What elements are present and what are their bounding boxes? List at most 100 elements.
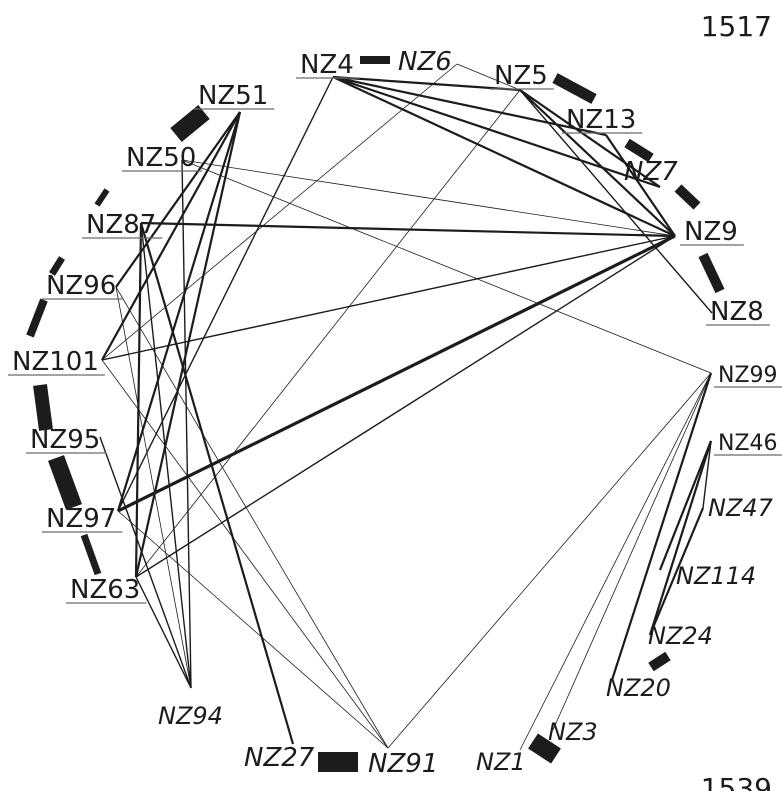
node-label: NZ5 bbox=[494, 61, 548, 91]
node-label: NZ63 bbox=[70, 575, 140, 605]
edge-nz46-nz114 bbox=[658, 440, 713, 571]
node-label: NZ94 bbox=[158, 702, 223, 730]
node-nz46: NZ46 bbox=[714, 431, 782, 456]
edge-nz101-nz95 bbox=[33, 384, 53, 431]
edge-nz87-nz94 bbox=[140, 222, 192, 689]
edge-nz9-nz63 bbox=[135, 235, 676, 578]
node-label: NZ51 bbox=[198, 81, 268, 111]
edge-nz51-nz63 bbox=[134, 111, 242, 578]
edge-nz4-nz97 bbox=[117, 76, 334, 512]
node-nz47: NZ47 bbox=[708, 494, 774, 522]
edge-nz99-nz20 bbox=[610, 372, 713, 681]
edge-nz99-nz3 bbox=[552, 372, 712, 731]
node-label: NZ95 bbox=[30, 425, 100, 455]
edge-nz63-nz94 bbox=[135, 576, 192, 689]
node-label: NZ1 bbox=[476, 748, 526, 776]
edge-nz46-nz24 bbox=[648, 440, 713, 636]
edge-nz97-nz63 bbox=[80, 533, 102, 576]
node-label: NZ96 bbox=[46, 271, 116, 301]
edge-layer bbox=[26, 56, 725, 772]
node-nz24: NZ24 bbox=[648, 622, 713, 650]
edge-nz5-nz7 bbox=[519, 89, 661, 188]
edge-nz87-nz27 bbox=[139, 222, 295, 745]
page-number-bottom: 1539 bbox=[701, 772, 772, 791]
node-label: NZ7 bbox=[624, 157, 678, 187]
edge-nz5-nz9 bbox=[519, 89, 676, 237]
edge-nz50-nz94 bbox=[181, 159, 192, 689]
node-label: NZ8 bbox=[710, 297, 764, 327]
node-label: NZ4 bbox=[300, 50, 354, 80]
edge-nz5-nz63 bbox=[135, 89, 521, 578]
node-nz99: NZ99 bbox=[714, 363, 782, 388]
edge-nz6-nz101 bbox=[101, 63, 458, 361]
node-nz95: NZ95 bbox=[26, 425, 107, 455]
edge-nz51-nz50 bbox=[170, 105, 210, 142]
node-nz97: NZ97 bbox=[42, 504, 123, 534]
node-label: NZ24 bbox=[648, 622, 713, 650]
edge-nz9-nz8 bbox=[698, 252, 725, 294]
edge-nz4-nz9 bbox=[332, 76, 676, 237]
edge-nz13-nz9 bbox=[605, 134, 676, 237]
node-label: NZ3 bbox=[548, 718, 598, 746]
node-nz96: NZ96 bbox=[42, 271, 123, 301]
edge-nz1-nz3 bbox=[528, 733, 561, 764]
node-nz1: NZ1 bbox=[476, 748, 526, 776]
node-nz94: NZ94 bbox=[158, 702, 223, 730]
node-nz63: NZ63 bbox=[66, 575, 147, 605]
node-nz91: NZ91 bbox=[368, 749, 438, 779]
node-nz4: NZ4 bbox=[296, 50, 360, 80]
node-label: NZ50 bbox=[126, 143, 196, 173]
edge-nz96-nz91 bbox=[115, 286, 389, 749]
edge-nz46-nz47 bbox=[702, 440, 712, 509]
node-label: NZ27 bbox=[244, 743, 315, 773]
edge-nz24-nz20 bbox=[648, 651, 671, 672]
edge-nz99-nz91 bbox=[387, 372, 712, 749]
node-label: NZ114 bbox=[676, 562, 756, 590]
node-nz7: NZ7 bbox=[624, 157, 678, 187]
edge-nz99-nz1 bbox=[519, 372, 712, 751]
edge-nz13-nz7 bbox=[624, 138, 654, 163]
edge-nz97-nz91 bbox=[117, 510, 389, 749]
node-nz50: NZ50 bbox=[122, 143, 203, 173]
node-nz101: NZ101 bbox=[8, 347, 105, 377]
node-label: NZ47 bbox=[708, 494, 774, 522]
node-label: NZ46 bbox=[718, 431, 778, 456]
edge-nz99-nz50 bbox=[181, 159, 712, 374]
edge-nz51-nz101 bbox=[101, 111, 241, 361]
node-label: NZ9 bbox=[684, 217, 738, 247]
node-nz20: NZ20 bbox=[606, 674, 671, 702]
edge-nz87-nz96 bbox=[49, 256, 65, 276]
node-label: NZ101 bbox=[12, 347, 99, 377]
edge-nz96-nz94 bbox=[115, 286, 192, 689]
edge-nz7-nz9 bbox=[674, 184, 701, 210]
node-nz114: NZ114 bbox=[676, 562, 756, 590]
edge-nz95-nz94 bbox=[99, 436, 192, 689]
node-label: NZ97 bbox=[46, 504, 116, 534]
edge-nz9-nz50 bbox=[181, 159, 676, 237]
node-label: NZ91 bbox=[368, 749, 438, 779]
edge-nz6-nz5 bbox=[456, 63, 521, 91]
edge-nz51-nz96 bbox=[115, 111, 241, 288]
node-nz13: NZ13 bbox=[562, 105, 643, 135]
edge-nz87-nz63 bbox=[134, 222, 143, 578]
node-nz5: NZ5 bbox=[490, 61, 554, 91]
edge-nz9-nz101 bbox=[101, 235, 676, 361]
node-nz9: NZ9 bbox=[680, 217, 744, 247]
edge-nz5-nz8 bbox=[519, 89, 713, 314]
edge-nz5-nz13 bbox=[552, 73, 597, 104]
page-number-top: 1517 bbox=[701, 10, 772, 43]
edge-nz4-nz5 bbox=[332, 75, 521, 92]
node-label: NZ13 bbox=[566, 105, 636, 135]
edge-nz4-nz13 bbox=[332, 75, 607, 137]
node-nz8: NZ8 bbox=[706, 297, 770, 327]
edge-nz50-nz87 bbox=[94, 188, 110, 207]
edge-nz101-nz91 bbox=[101, 359, 389, 749]
node-nz87: NZ87 bbox=[82, 210, 163, 240]
edge-nz4-nz7 bbox=[332, 75, 661, 189]
node-label: NZ99 bbox=[718, 363, 778, 388]
node-nz3: NZ3 bbox=[548, 718, 598, 746]
node-nz51: NZ51 bbox=[194, 81, 275, 111]
node-label: NZ20 bbox=[606, 674, 671, 702]
